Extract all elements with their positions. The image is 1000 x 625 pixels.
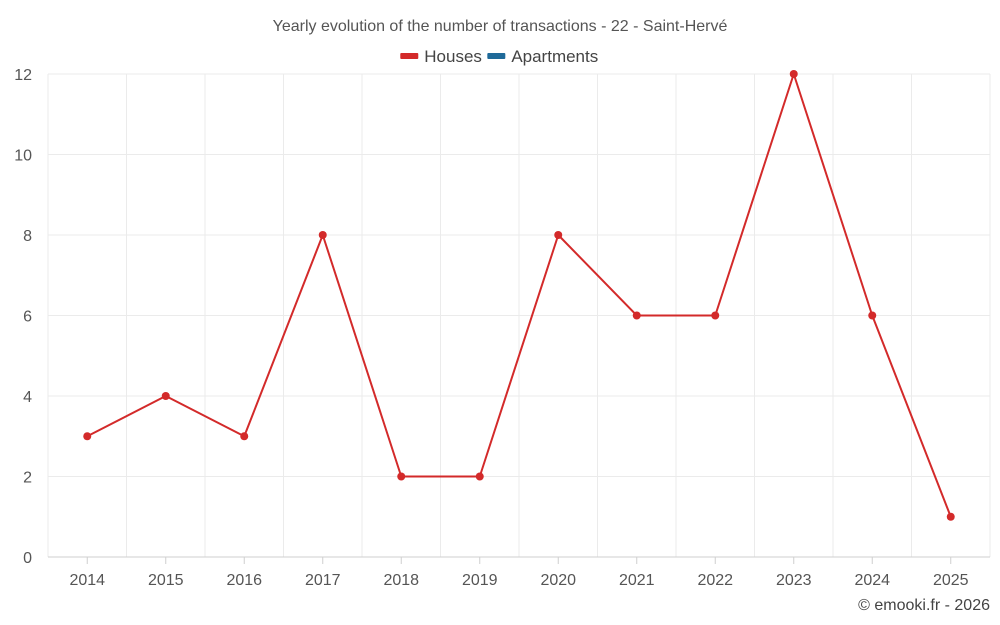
credit-text: © emooki.fr - 2026 <box>858 597 990 614</box>
data-point <box>397 472 406 481</box>
data-point <box>632 311 641 320</box>
chart-title: Yearly evolution of the number of transa… <box>273 18 728 35</box>
x-tick-label: 2018 <box>383 572 419 589</box>
y-tick-label: 6 <box>23 309 32 326</box>
x-tick-label: 2022 <box>697 572 733 589</box>
legend-swatch <box>487 53 506 59</box>
data-point <box>711 311 720 320</box>
x-tick-label: 2020 <box>540 572 576 589</box>
x-tick-label: 2025 <box>933 572 969 589</box>
data-point <box>554 231 563 239</box>
legend-swatch <box>400 53 419 59</box>
legend-item-apartments: Apartments <box>487 47 598 66</box>
data-point <box>868 311 877 320</box>
x-tick-label: 2023 <box>776 572 812 589</box>
x-tick-label: 2017 <box>305 572 341 589</box>
legend-label: Houses <box>424 47 482 66</box>
data-point <box>475 472 484 481</box>
y-tick-label: 10 <box>14 148 32 165</box>
x-tick-label: 2021 <box>619 572 655 589</box>
legend-item-houses: Houses <box>400 47 482 66</box>
x-tick-label: 2016 <box>226 572 262 589</box>
y-tick-label: 8 <box>23 228 32 245</box>
series-line-houses <box>86 73 952 518</box>
x-tick-label: 2019 <box>462 572 498 589</box>
y-tick-label: 2 <box>23 470 32 487</box>
series-layer <box>83 70 955 521</box>
legend: Houses Apartments <box>400 47 598 66</box>
data-point <box>789 70 798 78</box>
x-axis: 2014 2015 2016 2017 2018 2019 2020 2021 2022 2023… <box>48 556 990 589</box>
data-point <box>83 432 92 441</box>
data-point <box>318 231 327 239</box>
x-tick-label: 2024 <box>854 572 890 589</box>
y-tick-label: 12 <box>14 67 32 84</box>
x-tick-label: 2014 <box>69 572 105 589</box>
y-axis: 0 2 4 6 8 10 12 <box>14 67 32 567</box>
x-tick-label: 2015 <box>148 572 184 589</box>
y-tick-label: 0 <box>23 550 32 567</box>
grid <box>47 73 991 557</box>
data-point <box>161 392 170 400</box>
data-point <box>240 432 249 441</box>
legend-label: Apartments <box>511 47 598 66</box>
y-tick-label: 4 <box>23 389 32 406</box>
data-point <box>946 512 955 521</box>
